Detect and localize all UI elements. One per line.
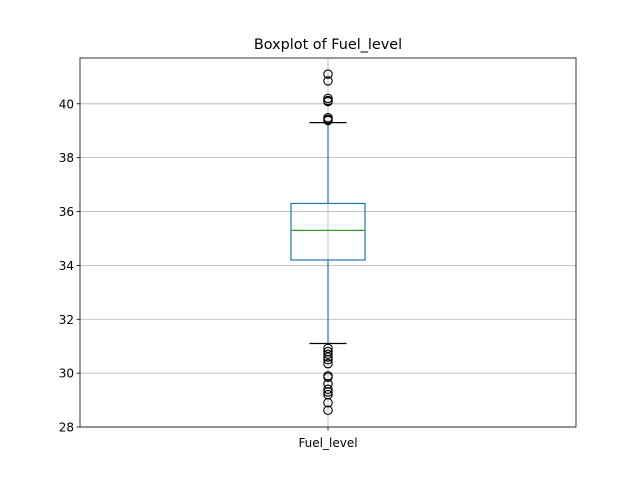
outlier-point (323, 115, 333, 126)
y-tick-label: 36 (59, 205, 74, 219)
y-tick-label: 38 (59, 151, 74, 165)
outlier-point (323, 358, 333, 369)
y-tick-label: 40 (59, 97, 74, 111)
outlier-point (323, 372, 333, 382)
y-tick-label: 32 (59, 313, 74, 327)
outlier-point (323, 69, 333, 79)
outlier-point (323, 387, 333, 397)
outlier-point (323, 384, 333, 395)
y-tick-label: 30 (59, 367, 74, 381)
outlier-point (323, 76, 333, 86)
outlier-point (323, 96, 333, 107)
outlier-point (323, 349, 333, 360)
outlier-point (323, 352, 333, 362)
x-tick-label: Fuel_level (298, 436, 357, 450)
plot-area (290, 69, 366, 416)
outlier-point (323, 398, 333, 408)
y-tick-label: 34 (59, 259, 74, 273)
outlier-point (323, 405, 333, 416)
iqr-box (290, 202, 366, 261)
y-tick-label: 28 (59, 421, 74, 435)
axes: 28 30 32 34 36 38 40 Fuel_level (59, 57, 577, 450)
outlier-point (323, 354, 333, 365)
chart-title: Boxplot of Fuel_level (254, 37, 402, 53)
